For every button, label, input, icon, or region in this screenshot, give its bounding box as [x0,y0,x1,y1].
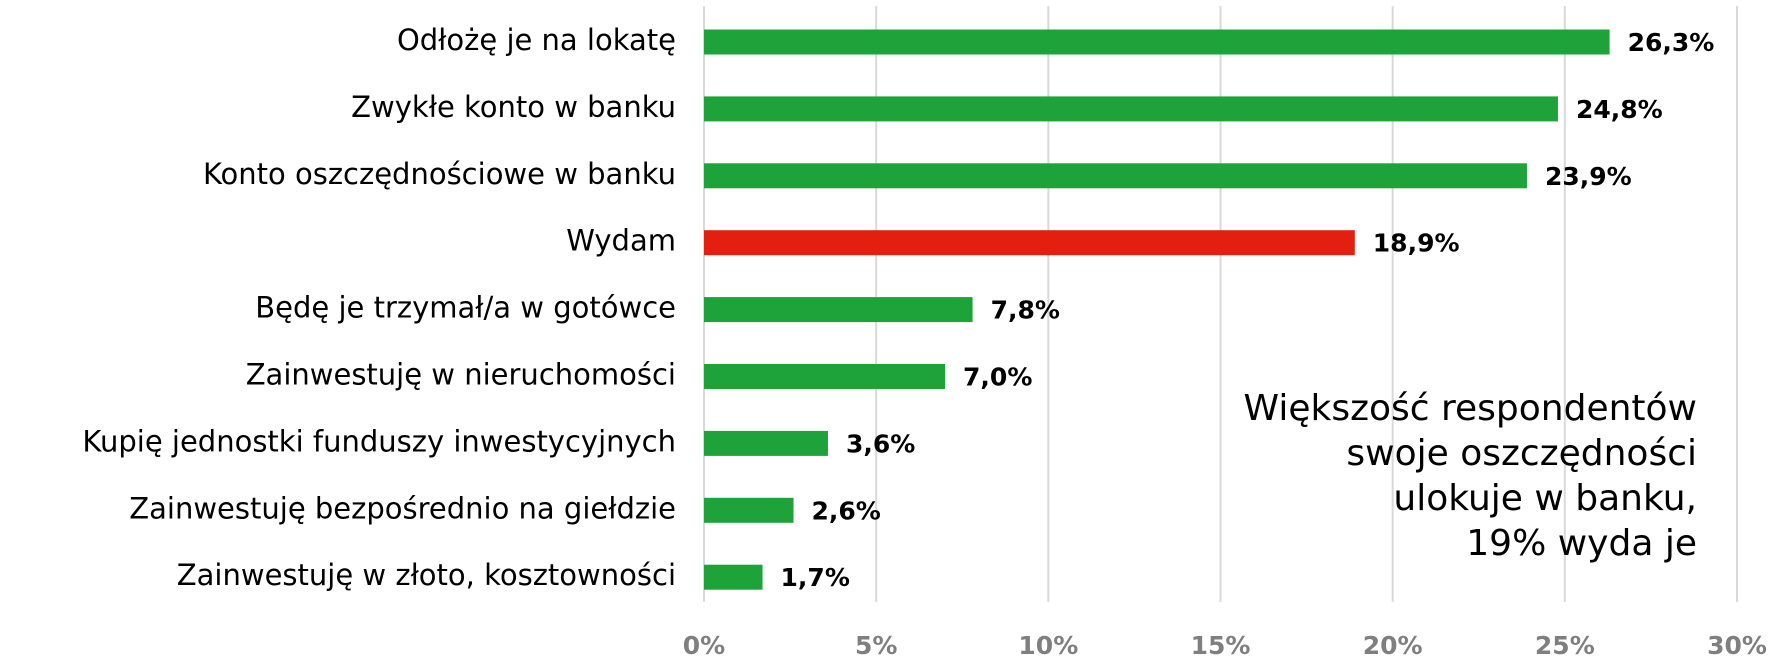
category-label: Odłożę je na lokatę [397,23,676,57]
x-tick-label: 20% [1363,631,1423,660]
value-label: 18,9% [1373,229,1460,258]
bar [704,430,828,456]
bar [704,230,1355,256]
category-label: Zainwestuję w złoto, kosztowności [177,558,676,592]
x-tick-label: 5% [855,631,897,660]
value-label: 7,8% [991,296,1060,325]
category-label: Będę je trzymał/a w gotówce [255,291,676,325]
x-tick-label: 15% [1191,631,1251,660]
category-label: Konto oszczędnościowe w banku [203,157,676,191]
bar [704,497,794,523]
annotation: Większość respondentów [1244,388,1697,429]
value-label: 26,3% [1628,28,1715,57]
value-label: 2,6% [812,496,881,525]
category-label: Zainwestuję w nieruchomości [246,358,676,392]
bar [704,297,973,323]
annotation: ulokuje w banku, [1393,478,1697,519]
category-label: Zwykłe konto w banku [351,90,676,124]
category-label: Wydam [566,224,676,258]
x-tick-label: 25% [1535,631,1595,660]
category-label: Kupię jednostki funduszy inwestycyjnych [82,424,676,458]
bar [704,29,1610,55]
x-tick-label: 10% [1018,631,1078,660]
value-label: 24,8% [1576,95,1663,124]
x-tick-label: 30% [1707,631,1767,660]
bar [704,364,946,389]
bar [704,163,1527,189]
annotation: 19% wyda je [1466,523,1697,564]
annotation: swoje oszczędności [1346,433,1697,474]
value-label: 23,9% [1545,162,1632,191]
value-label: 1,7% [781,563,850,592]
value-label: 7,0% [963,363,1032,392]
bar [704,564,763,590]
x-tick-label: 0% [683,631,725,660]
value-label: 3,6% [846,429,915,458]
bar [704,96,1558,122]
category-label: Zainwestuję bezpośrednio na giełdzie [129,491,676,525]
